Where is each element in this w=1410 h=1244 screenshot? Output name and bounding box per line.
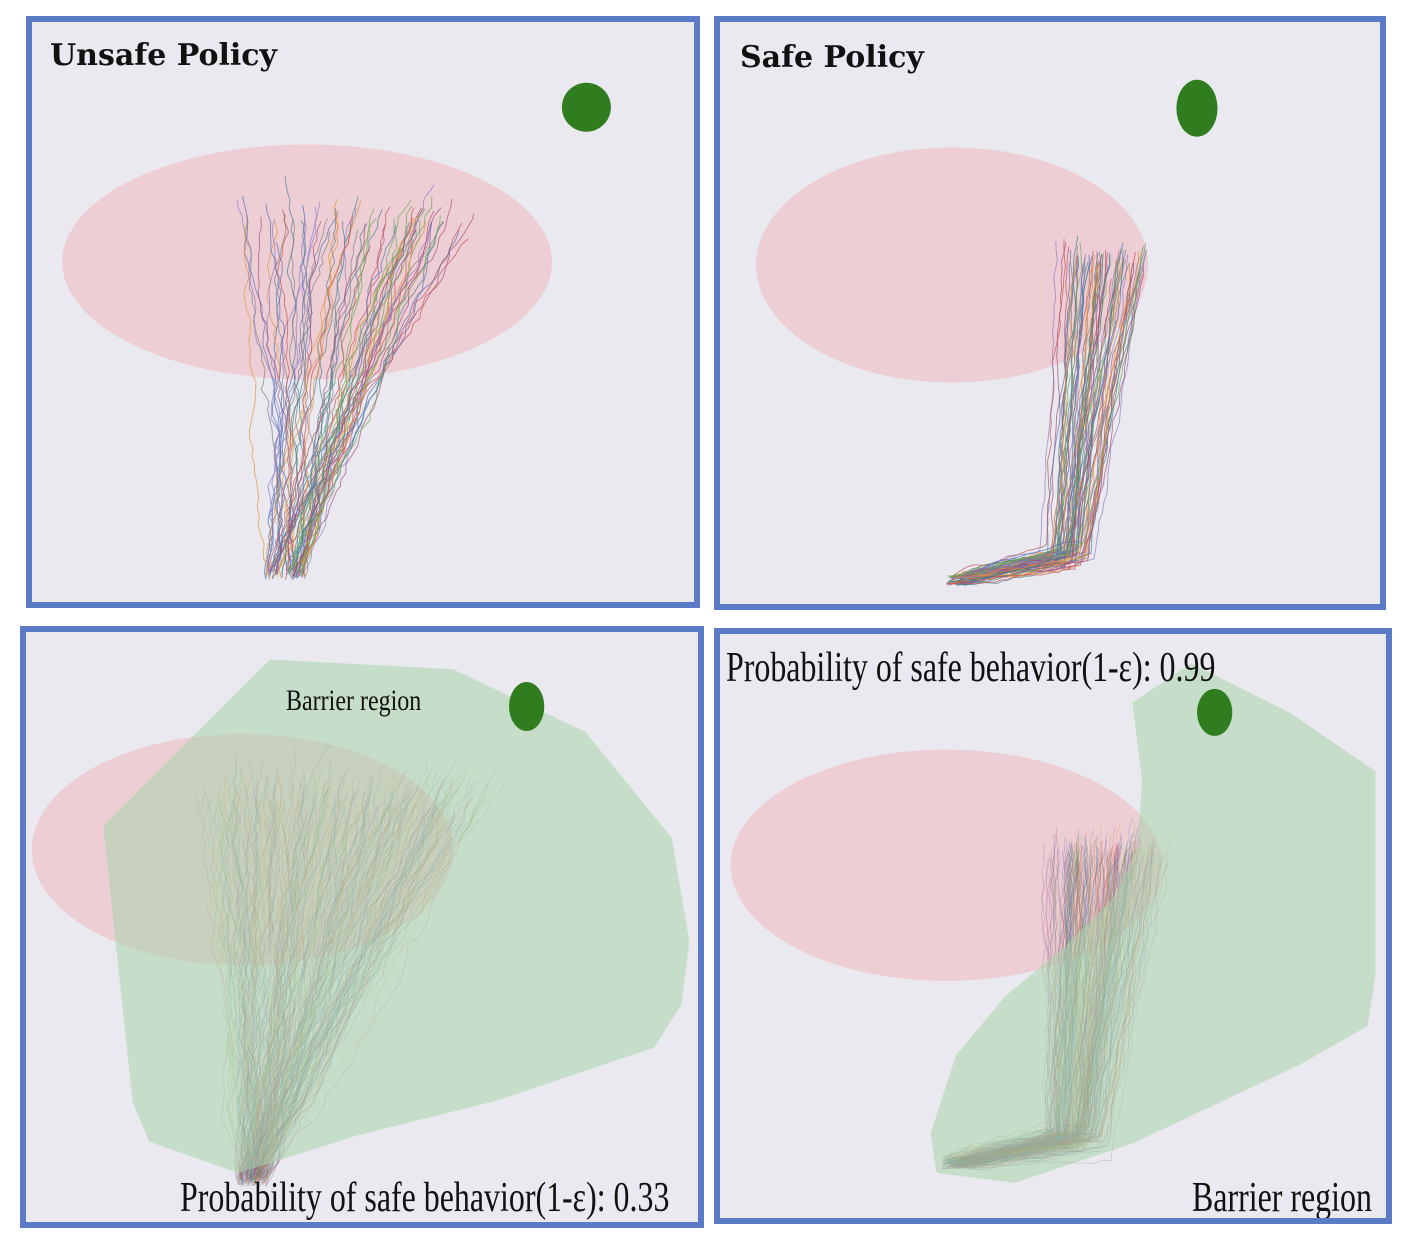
trajectory-line [286,220,322,572]
trajectory-line [278,198,339,579]
trajectory-line [265,203,286,575]
trajectory-line [288,229,359,574]
trajectory-line [293,207,415,575]
trajectory-line [301,222,433,578]
trajectory-line [948,255,1111,583]
trajectory-line [266,217,307,575]
trajectory-line [955,250,1124,585]
safe-barrier-plot [730,663,1376,1183]
barrier-region [930,663,1376,1183]
trajectory-line [959,254,1103,581]
panel-safe-barrier: Probability of safe behavior(1-ε): 0.99 … [714,628,1392,1224]
goal-marker [1176,79,1218,137]
panel-title: Safe Policy [740,40,924,75]
trajectory-line [296,221,427,575]
trajectory-line [957,260,1125,582]
trajectory-line [243,221,271,580]
trajectory-line [293,223,368,577]
goal-marker [509,681,545,731]
probability-label: Probability of safe behavior(1-ε): 0.33 [180,1175,670,1221]
trajectory-line [266,218,281,572]
unsafe-barrier-plot [31,659,690,1187]
trajectory-line [267,208,338,571]
trajectory-line [952,238,1066,577]
trajectory-line [950,242,1083,578]
trajectory-line [291,221,433,580]
trajectory-line [271,220,444,573]
panel-title: Unsafe Policy [50,38,277,73]
trajectory-line [951,254,1090,581]
barrier-region [103,659,690,1173]
panel-safe-policy: Safe Policy [714,16,1386,610]
panel-unsafe-barrier: Barrier region Probability of safe behav… [20,626,704,1228]
trajectory-line [281,230,417,578]
trajectory-line [292,198,453,573]
trajectory-line [946,251,1094,585]
probability-label: Probability of safe behavior(1-ε): 0.99 [726,645,1216,691]
unsafe-region [756,147,1148,383]
trajectory-line [946,241,1058,584]
panel-unsafe-policy: Unsafe Policy [26,16,700,608]
safe-policy-plot [756,79,1218,586]
barrier-region-label: Barrier region [286,684,422,717]
trajectory-line [960,257,1086,580]
trajectory-line [236,200,295,578]
trajectory-line [275,223,366,576]
trajectory-line [244,215,293,579]
trajectory-line [954,251,1140,580]
trajectory-line [298,246,371,577]
trajectory-line [958,254,1129,579]
trajectory-line [268,196,359,579]
trajectory-line [281,219,306,575]
unsafe-policy-plot [62,82,611,581]
trajectory-line [273,209,292,574]
trajectory-line [265,231,330,579]
barrier-region-label: Barrier region [1192,1175,1372,1221]
trajectory-line [268,206,391,575]
trajectory-line [289,218,377,575]
trajectory-line [296,207,357,576]
trajectory-line [298,215,441,571]
trajectory-line [948,259,1117,578]
trajectory-line [295,213,337,580]
trajectory-line [298,184,435,577]
goal-marker [1197,688,1233,736]
trajectory-line [292,221,346,571]
trajectory-line [954,260,1102,585]
trajectory-line [268,230,460,577]
trajectory-line [296,213,475,578]
trajectory-line [264,241,283,580]
trajectory-line [962,242,1124,577]
goal-marker [561,82,611,132]
trajectory-bundle [946,235,1148,586]
unsafe-region [730,749,1162,981]
trajectory-bundle [236,175,475,581]
trajectory-line [288,205,413,576]
trajectory-line [956,262,1090,586]
